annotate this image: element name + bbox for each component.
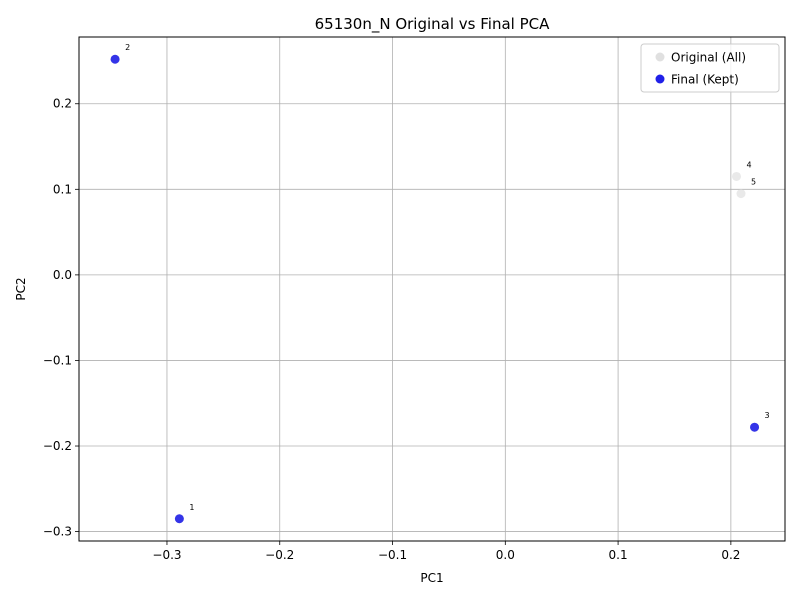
point-label-5: 5 (751, 178, 756, 187)
plot-frame (78, 36, 786, 542)
legend-marker-final (655, 74, 665, 84)
legend: Original (All) Final (Kept) (640, 43, 780, 93)
legend-label-final: Final (Kept) (671, 73, 739, 87)
point-label-2: 2 (125, 43, 130, 52)
y-tick-label: −0.2 (43, 439, 72, 453)
x-tick-label: −0.2 (265, 548, 294, 562)
data-point-final-2 (110, 54, 120, 64)
x-axis-label: PC1 (420, 571, 443, 585)
data-point-original-4 (732, 171, 742, 181)
y-tick-label: 0.1 (53, 182, 72, 196)
legend-box (640, 43, 780, 93)
axis-ticks: −0.3 −0.2 −0.1 0.0 0.1 0.2 −0.3 −0.2 −0.1 0.0 0.1 0… (43, 97, 741, 562)
data-point-final-3 (750, 422, 760, 432)
x-tick-label: 0.1 (609, 548, 628, 562)
data-point-original-5 (736, 189, 746, 199)
y-tick-label: 0.0 (53, 268, 72, 282)
point-label-1: 1 (189, 503, 194, 512)
x-tick-label: 0.0 (496, 548, 515, 562)
data-point-final-1 (174, 514, 184, 524)
x-tick-label: −0.3 (152, 548, 181, 562)
legend-label-original: Original (All) (671, 51, 746, 65)
legend-marker-original (655, 52, 665, 62)
y-tick-label: 0.2 (53, 97, 72, 111)
y-tick-label: −0.3 (43, 525, 72, 539)
y-axis-label: PC2 (14, 277, 28, 300)
point-label-3: 3 (765, 411, 770, 420)
chart-title: 65130n_N Original vs Final PCA (315, 15, 550, 34)
y-tick-label: −0.1 (43, 353, 72, 367)
point-label-4: 4 (747, 160, 752, 169)
point-labels: 1 2 3 4 5 (125, 43, 770, 512)
data-points (110, 54, 760, 524)
x-tick-label: 0.2 (721, 548, 740, 562)
grid (79, 37, 785, 541)
x-tick-label: −0.1 (378, 548, 407, 562)
